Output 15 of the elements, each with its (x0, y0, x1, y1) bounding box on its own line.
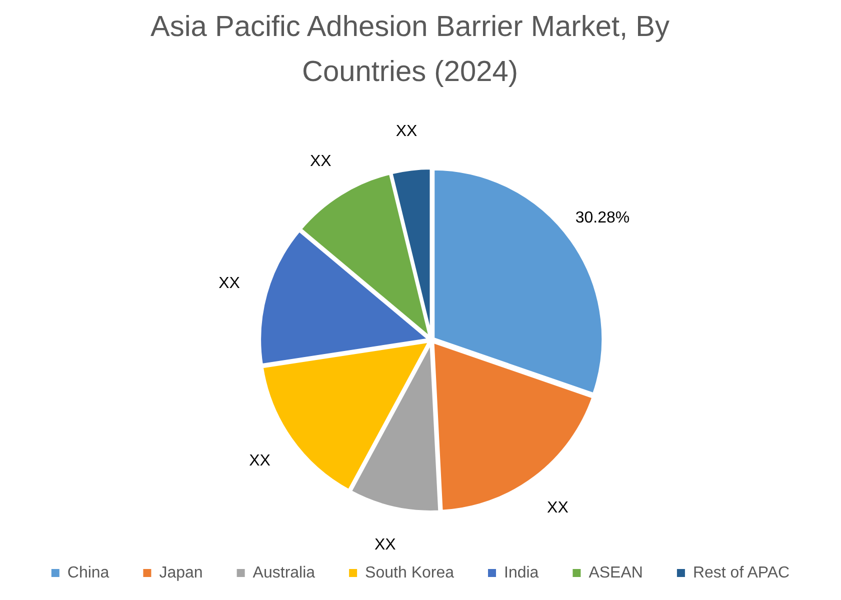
data-label: XX (396, 122, 418, 140)
legend-label: China (67, 564, 110, 582)
data-label: 30.28% (575, 210, 630, 227)
data-label: XX (218, 274, 240, 292)
legend-label: India (504, 564, 539, 582)
chart-title: Asia Pacific Adhesion Barrier Market, By Countries (2024) (150, 11, 670, 88)
data-label: XX (249, 452, 271, 470)
legend-label: South Korea (365, 564, 454, 582)
data-label: XX (547, 499, 569, 516)
legend-label: Australia (252, 564, 316, 582)
legend-label: Rest of APAC (692, 564, 790, 582)
data-label: XX (310, 153, 332, 170)
legend-label: ASEAN (588, 564, 643, 582)
data-label: XX (374, 536, 396, 554)
legend-label: Japan (159, 564, 203, 582)
